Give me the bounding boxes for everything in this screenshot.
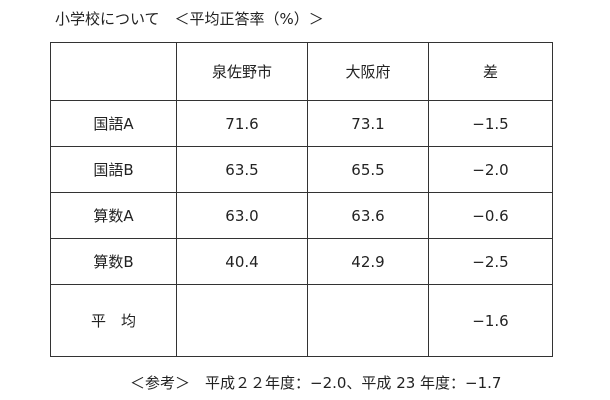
data-row: 平 均 −1.6 [50,284,553,357]
data-row: 算数A 63.0 63.6 −0.6 [50,192,553,239]
data-row: 国語B 63.5 65.5 −2.0 [50,146,553,193]
score-table: 泉佐野市 大阪府差国語A 71.6 73.1 −1.5 国語B 63.5 65.5 −2.0 算数… [50,42,553,357]
value-cell: 63.0 [176,192,308,239]
value-cell: 42.9 [307,238,429,285]
title: 小学校について ＜平均正答率（%）＞ [55,10,324,28]
column-header: 差 [428,42,553,101]
data-row: 国語A 71.6 73.1 −1.5 [50,100,553,147]
row-label: 国語B [50,146,177,193]
data-row: 算数B 40.4 42.9 −2.5 [50,238,553,285]
row-label: 算数B [50,238,177,285]
header-row: 泉佐野市 大阪府差 [50,42,553,101]
value-cell: −1.6 [428,284,553,357]
value-cell: 63.6 [307,192,429,239]
column-header: 泉佐野市 [176,42,308,101]
value-cell: 63.5 [176,146,308,193]
value-cell: 73.1 [307,100,429,147]
value-cell: −2.0 [428,146,553,193]
corner-cell [50,42,177,101]
value-cell: −1.5 [428,100,553,147]
column-header: 大阪府 [307,42,429,101]
row-label: 平 均 [50,284,177,357]
value-cell: 71.6 [176,100,308,147]
value-cell [176,284,308,357]
value-cell [307,284,429,357]
value-cell: −0.6 [428,192,553,239]
value-cell: 40.4 [176,238,308,285]
table-body: 泉佐野市 大阪府差国語A 71.6 73.1 −1.5 国語B 63.5 65.5 −2.0 算数… [50,42,553,357]
value-cell: 65.5 [307,146,429,193]
value-cell: −2.5 [428,238,553,285]
row-label: 算数A [50,192,177,239]
reference-note: ＜参考＞ 平成２２年度：−2.0、平成 23 年度：−1.7 [130,374,502,392]
row-label: 国語A [50,100,177,147]
